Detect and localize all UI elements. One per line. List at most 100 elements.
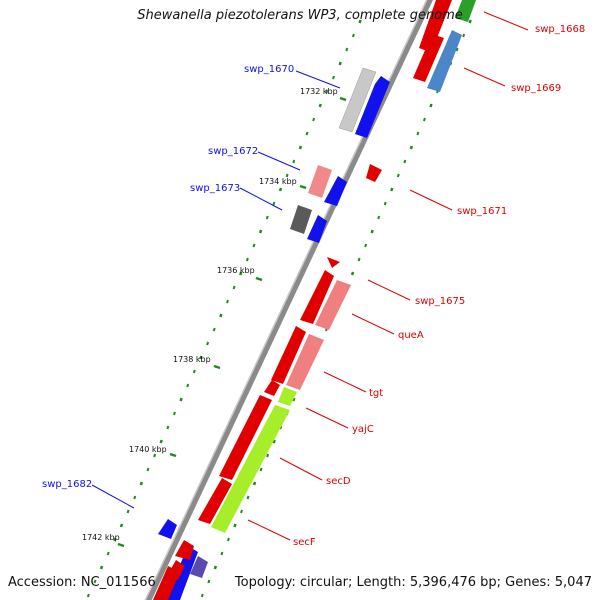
gc-dot	[358, 19, 362, 24]
gc-dot	[186, 383, 190, 388]
gc-dot	[179, 397, 183, 402]
tick-label-1734: 1734 kbp	[259, 177, 297, 186]
gene-arrow-yajC-green[interactable]	[278, 387, 297, 406]
gc-dot	[364, 243, 368, 248]
gc-dot	[468, 19, 472, 24]
tick-label-1736: 1736 kbp	[217, 266, 255, 275]
gene-arrow-small-1674[interactable]	[327, 257, 340, 268]
gc-dot	[192, 369, 196, 374]
gc-dot	[455, 47, 459, 52]
gene-arrow-bottom-purple[interactable]	[190, 556, 208, 578]
gene-arrow-swp_1672-light[interactable]	[308, 165, 332, 198]
accession-label: Accession: NC_011566	[8, 575, 156, 590]
gene-label-secF[interactable]: secF	[293, 537, 316, 548]
gc-dot	[416, 131, 420, 136]
gene-label-tgt[interactable]: tgt	[369, 388, 383, 399]
gc-dot	[318, 103, 322, 108]
gene-label-queA[interactable]: queA	[398, 330, 424, 341]
gene-arrow-swp_1670-grey[interactable]	[338, 67, 377, 133]
gc-dot	[390, 187, 394, 192]
gc-dot	[292, 397, 296, 402]
gene-arrow-secD-green[interactable]	[211, 405, 290, 533]
gc-dot	[272, 439, 276, 444]
gc-dot	[396, 173, 400, 178]
gc-dot	[332, 75, 335, 80]
gene-label-swp_1669[interactable]: swp_1669	[511, 83, 561, 94]
gc-dot	[325, 89, 329, 94]
gc-dot	[207, 579, 211, 584]
gc-dot	[126, 509, 130, 514]
gene-arrow-swp_1669-blue[interactable]	[427, 30, 462, 92]
gene-arrow-swp_1673-grey[interactable]	[290, 205, 312, 234]
gc-dot	[377, 215, 381, 220]
gene-arrow-swp_1670[interactable]	[355, 76, 390, 138]
gene-label-yajC[interactable]: yajC	[352, 424, 374, 435]
gene-arrow-swp_1668[interactable]	[419, 0, 452, 52]
gc-dot	[258, 229, 263, 234]
gene-label-swp_1671[interactable]: swp_1671	[457, 206, 507, 217]
gene-label-secD[interactable]: secD	[326, 476, 351, 487]
gc-dot	[351, 33, 355, 38]
gc-dot	[312, 117, 316, 122]
gene-label-swp_1668[interactable]: swp_1668	[535, 24, 585, 35]
gc-dot	[409, 145, 414, 150]
gc-dot	[305, 131, 309, 136]
tick-mark-1740	[169, 452, 177, 458]
gene-arrow-swp_1669[interactable]	[413, 34, 444, 82]
gene-arrow-swp_1673[interactable]	[307, 215, 327, 243]
gene-arrow-swp_1672[interactable]	[324, 176, 347, 206]
gc-dot	[338, 61, 342, 66]
gene-arrow-swp_1675[interactable]	[300, 270, 334, 324]
gc-dot	[153, 453, 157, 458]
gene-arrow-swp_1682[interactable]	[158, 519, 177, 539]
gc-dot	[206, 341, 210, 346]
gene-label-swp_1670[interactable]: swp_1670	[244, 64, 294, 75]
gene-arrow-top-green[interactable]	[455, 0, 476, 22]
gc-dot	[199, 355, 203, 360]
gene-arrow-yajC[interactable]	[264, 380, 280, 396]
gc-dot	[278, 187, 283, 192]
gene-arrow-swp_1671[interactable]	[366, 164, 382, 182]
gc-dot	[119, 523, 124, 528]
gc-dot	[272, 201, 276, 206]
gc-dot	[240, 509, 243, 514]
gene-arrow-secD[interactable]	[219, 395, 272, 480]
gc-dot	[370, 229, 374, 234]
forward-strand-features	[153, 0, 476, 600]
gc-dot	[86, 593, 90, 598]
gc-dot	[252, 481, 257, 486]
gc-dot	[345, 47, 349, 52]
gene-label-swp_1672[interactable]: swp_1672	[208, 146, 258, 157]
gc-dot	[166, 425, 170, 430]
gc-dot	[292, 159, 296, 164]
gc-dot	[246, 495, 250, 500]
gene-arrow-tgt[interactable]	[271, 326, 306, 384]
gc-dot	[233, 523, 237, 528]
tick-mark-1734	[299, 184, 307, 190]
gc-dot	[139, 481, 144, 486]
gene-label-swp_1673[interactable]: swp_1673	[190, 183, 240, 194]
map-title: Shewanella piezotolerans WP3, complete g…	[137, 8, 463, 23]
gc-dot	[245, 257, 249, 262]
gc-dot	[383, 201, 387, 206]
gc-dot	[259, 467, 263, 472]
gene-arrow-secF[interactable]	[198, 478, 232, 524]
gc-dot	[99, 565, 104, 570]
gc-dot	[146, 467, 150, 472]
gene-arrow-queA[interactable]	[315, 280, 351, 330]
tick-mark-1736	[255, 276, 263, 282]
topology-label: Topology: circular; Length: 5,396,476 bp…	[234, 575, 592, 590]
gene-arrow-tgt-light[interactable]	[286, 334, 324, 390]
gene-label-swp_1675[interactable]: swp_1675	[415, 296, 465, 307]
gc-dot	[429, 103, 433, 108]
gc-dot	[298, 145, 303, 150]
gc-dot	[220, 551, 224, 556]
tick-label-1738: 1738 kbp	[173, 355, 211, 364]
gc-dot	[133, 495, 137, 500]
gene-arrow-bottom-red-1[interactable]	[175, 540, 194, 560]
gc-dot	[159, 439, 163, 444]
gene-arrow-bottom-red-3[interactable]	[153, 566, 180, 600]
gene-label-swp_1682[interactable]: swp_1682	[42, 479, 92, 490]
gc-dot	[226, 299, 229, 304]
